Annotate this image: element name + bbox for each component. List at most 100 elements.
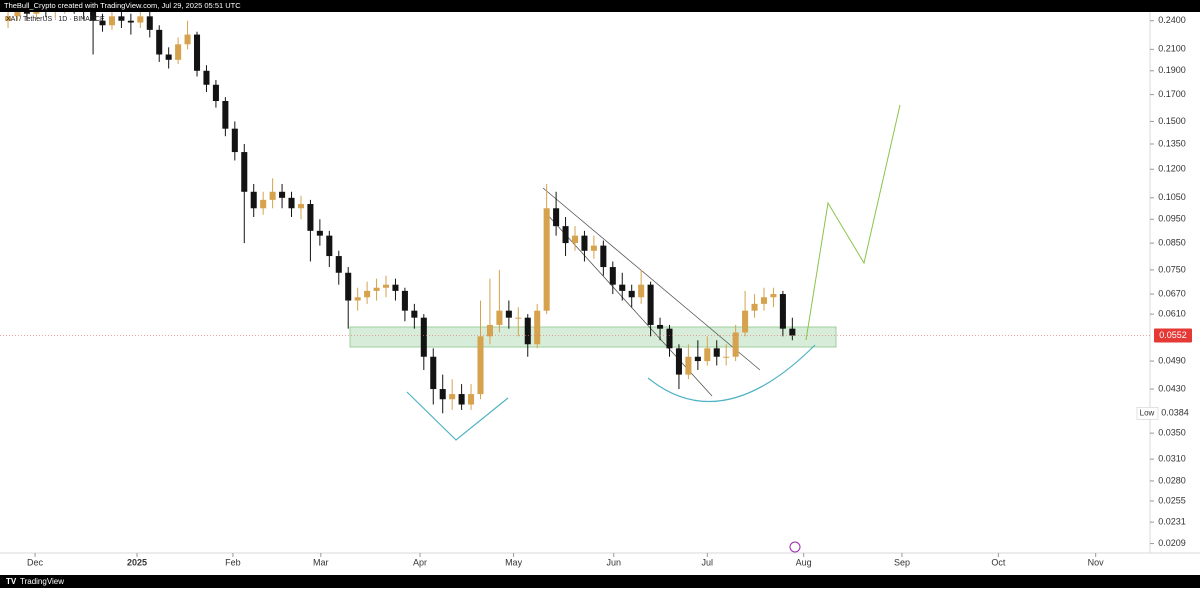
y-tick-label: 0.1900	[1158, 65, 1186, 75]
candle-body	[175, 44, 182, 60]
candle-body	[316, 230, 323, 236]
last-price-box	[1154, 328, 1192, 343]
candle-body	[279, 191, 286, 198]
candle-body	[184, 34, 191, 45]
candle-body	[326, 235, 333, 257]
x-tick-label: Feb	[225, 557, 241, 567]
candle-body	[534, 310, 541, 345]
candle-body	[458, 394, 465, 405]
candle-body	[212, 84, 219, 102]
candle-body	[156, 29, 163, 55]
y-tick-label: 0.0430	[1158, 383, 1186, 393]
y-tick-label: 0.0310	[1158, 454, 1186, 464]
candle-body	[515, 317, 522, 319]
x-tick-label: Apr	[413, 557, 427, 567]
candle-body	[430, 356, 437, 390]
candle-body	[250, 191, 257, 209]
candle-body	[675, 348, 682, 375]
candle-body	[335, 256, 342, 273]
candle-body	[345, 272, 352, 301]
y-tick-label: 0.0670	[1158, 288, 1186, 298]
candle-body	[524, 317, 531, 345]
candle-body	[543, 208, 550, 311]
projection-path	[805, 104, 901, 341]
x-tick-label: Nov	[1088, 557, 1105, 567]
low-price-label: 0.0384	[1161, 408, 1189, 418]
candle-body	[108, 16, 115, 26]
footer-logo: TV	[6, 577, 17, 586]
candle-body	[581, 235, 588, 251]
candle-body	[297, 204, 304, 209]
candle-body	[364, 290, 371, 298]
candle-body	[496, 310, 503, 325]
x-tick-label: Mar	[313, 557, 329, 567]
y-tick-label: 0.2100	[1158, 44, 1186, 54]
candle-body	[203, 70, 210, 85]
footer-bar	[0, 575, 1200, 588]
x-tick-label: Sep	[894, 557, 910, 567]
candle-body	[685, 356, 692, 375]
candle-body	[723, 356, 730, 358]
candle-body	[760, 297, 768, 304]
candle-body	[638, 284, 645, 298]
candle-body	[647, 284, 654, 325]
candle-body	[505, 310, 512, 318]
y-tick-label: 0.0280	[1158, 475, 1186, 485]
candle-body	[449, 394, 456, 400]
candle-body	[562, 226, 569, 244]
candle-body	[694, 356, 701, 362]
candle-body	[23, 12, 30, 14]
candle-body	[779, 294, 786, 329]
candle-body	[269, 191, 276, 200]
y-tick-label: 0.1350	[1158, 138, 1186, 148]
y-tick-label: 0.1700	[1158, 89, 1186, 99]
symbol-title: XAI / TetherUS · 1D · BINANCE	[6, 16, 105, 23]
y-tick-label: 0.0610	[1158, 309, 1186, 319]
footer-brand: TradingView	[20, 577, 64, 586]
candle-body	[5, 16, 12, 21]
low-tag-box	[1136, 406, 1159, 420]
candle-body	[477, 336, 484, 395]
rounded-bottom	[647, 344, 816, 403]
candle-body	[260, 199, 267, 209]
x-tick-label: Dec	[27, 557, 44, 567]
v-pattern	[406, 391, 509, 441]
candle-body	[165, 54, 172, 60]
candle-body	[439, 389, 446, 400]
candle-body	[222, 101, 229, 129]
last-price-label: 0.0552	[1159, 330, 1187, 340]
candle-body	[751, 303, 758, 311]
candle-body	[307, 204, 314, 231]
candle-body	[99, 20, 106, 26]
y-tick-label: 0.1050	[1158, 192, 1186, 202]
candle-body	[609, 267, 616, 285]
candle-body	[657, 324, 664, 329]
candle-body	[401, 290, 408, 311]
x-tick-label: Jun	[606, 557, 621, 567]
candle-body	[14, 12, 21, 17]
candle-body	[590, 245, 597, 251]
y-tick-label: 0.1500	[1158, 116, 1186, 126]
x-tick-label: Oct	[991, 557, 1006, 567]
candle-body	[742, 310, 749, 333]
candle-body	[704, 348, 711, 362]
y-tick-label: 0.0950	[1158, 214, 1186, 224]
candle-body	[486, 324, 493, 337]
y-tick-label: 0.0255	[1158, 495, 1186, 505]
candle-body	[732, 332, 739, 357]
candle-body	[146, 16, 153, 30]
candle-body	[193, 34, 201, 71]
channel-upper	[542, 187, 761, 371]
header-bar	[0, 0, 1200, 12]
plot-area	[5, 12, 901, 441]
y-tick-label: 0.0209	[1158, 538, 1186, 548]
candle-body	[231, 128, 238, 153]
candle-body	[619, 284, 626, 291]
candle-body	[354, 297, 361, 301]
candle-body	[628, 290, 635, 298]
y-tick-label: 0.0350	[1158, 428, 1186, 438]
y-tick-label: 0.0750	[1158, 264, 1186, 274]
x-tick-label: Aug	[796, 557, 812, 567]
